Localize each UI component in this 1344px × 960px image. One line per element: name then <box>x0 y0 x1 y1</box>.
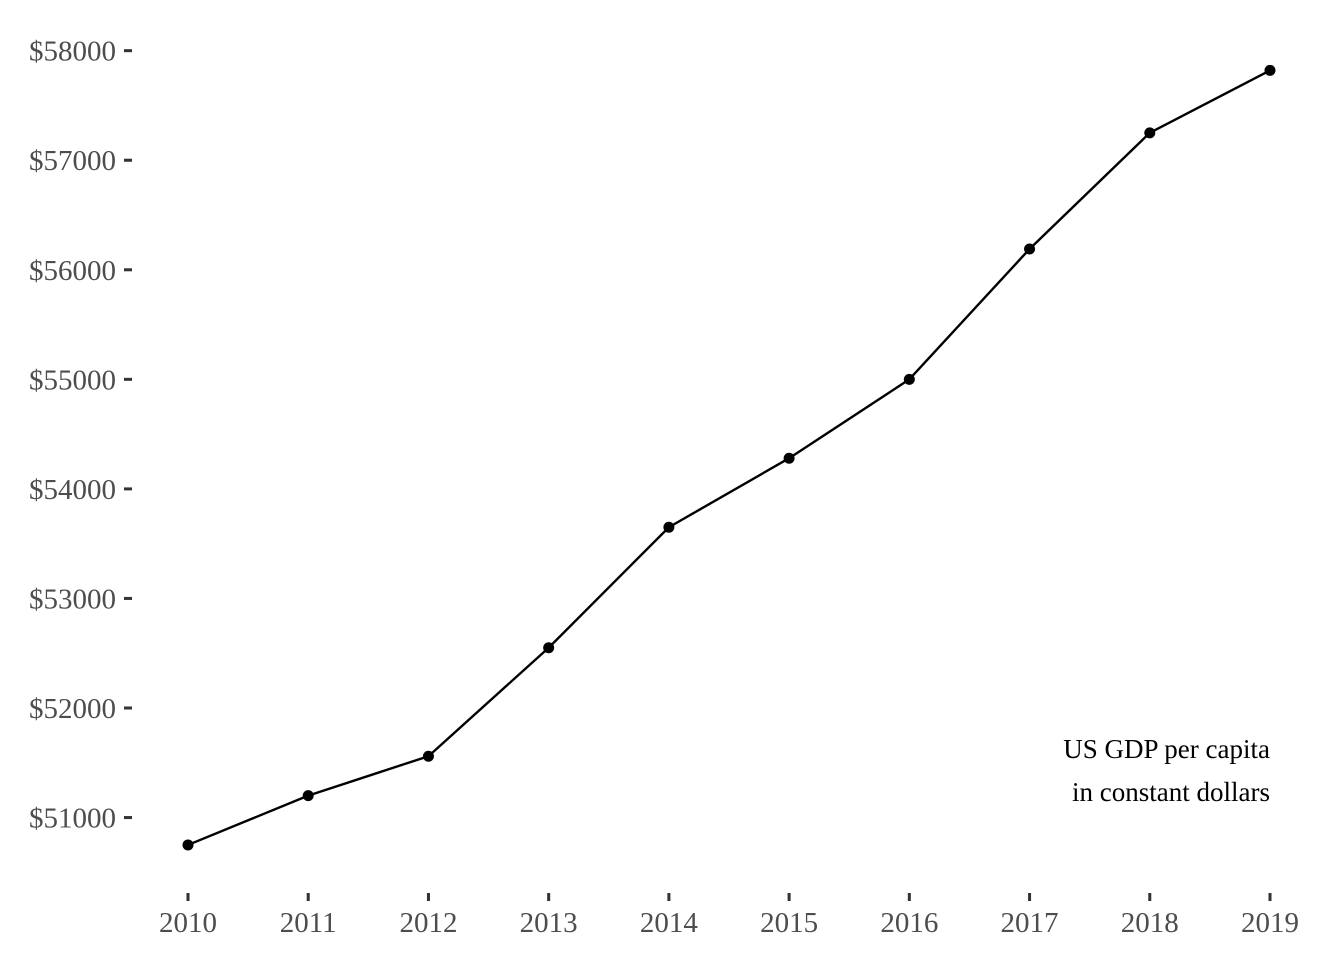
data-point <box>543 642 555 654</box>
data-point <box>1264 64 1276 76</box>
data-point <box>903 373 915 385</box>
data-point <box>783 452 795 464</box>
x-tick-label: 2019 <box>1241 907 1299 939</box>
x-tick-label: 2017 <box>1001 907 1059 939</box>
y-tick-label: $54000 <box>29 474 116 506</box>
data-point <box>663 521 675 533</box>
data-point <box>182 839 194 851</box>
x-axis: 2010 2011 2012 2013 2014 2015 2016 2017 2018 2019 <box>159 893 1299 939</box>
y-tick-label: $53000 <box>29 583 116 615</box>
x-tick-label: 2016 <box>880 907 938 939</box>
data-point <box>1144 127 1156 139</box>
data-point <box>422 750 434 762</box>
y-tick-label: $55000 <box>29 364 116 396</box>
x-tick-label: 2012 <box>399 907 457 939</box>
y-tick-label: $57000 <box>29 145 116 177</box>
y-tick-label: $56000 <box>29 255 116 287</box>
x-tick-label: 2010 <box>159 907 217 939</box>
y-tick-label: $58000 <box>29 36 116 68</box>
x-tick-label: 2013 <box>520 907 578 939</box>
series-line <box>187 69 1271 847</box>
annotation-line-1: US GDP per capita <box>1063 734 1270 764</box>
x-tick-label: 2014 <box>640 907 699 939</box>
series-layer <box>182 64 1276 851</box>
x-tick-label: 2015 <box>760 907 818 939</box>
y-tick-label: $51000 <box>29 803 116 835</box>
y-axis: $51000 $52000 $53000 $54000 $55000 $56000 $570… <box>29 36 132 835</box>
x-tick-label: 2018 <box>1121 907 1179 939</box>
data-point <box>302 790 314 802</box>
y-tick-label: $52000 <box>29 693 116 725</box>
annotation-line-2: in constant dollars <box>1072 777 1270 807</box>
x-tick-label: 2011 <box>280 907 337 939</box>
data-point <box>1024 243 1036 255</box>
